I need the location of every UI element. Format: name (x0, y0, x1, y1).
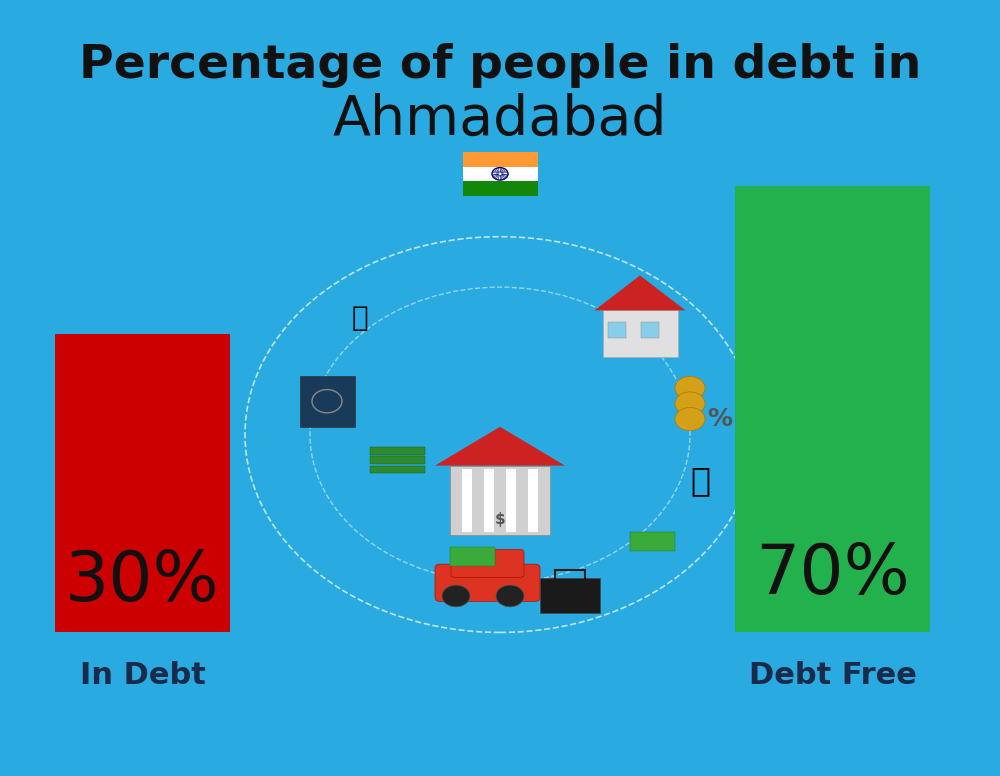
Text: 🦅: 🦅 (352, 304, 368, 332)
Text: Percentage of people in debt in: Percentage of people in debt in (79, 43, 921, 88)
FancyBboxPatch shape (528, 469, 538, 532)
FancyBboxPatch shape (450, 547, 495, 566)
Circle shape (675, 407, 705, 431)
FancyBboxPatch shape (735, 186, 930, 632)
Polygon shape (594, 275, 686, 310)
Text: $: $ (495, 512, 505, 528)
FancyBboxPatch shape (602, 310, 678, 357)
FancyBboxPatch shape (300, 376, 355, 427)
Text: Debt Free: Debt Free (749, 660, 916, 690)
FancyBboxPatch shape (450, 466, 550, 535)
Polygon shape (435, 427, 565, 466)
Text: In Debt: In Debt (80, 660, 205, 690)
FancyBboxPatch shape (370, 466, 425, 473)
Text: Ahmadabad: Ahmadabad (333, 93, 667, 147)
FancyBboxPatch shape (506, 469, 516, 532)
Circle shape (442, 585, 470, 607)
FancyBboxPatch shape (462, 181, 538, 196)
Text: 30%: 30% (65, 549, 220, 615)
FancyBboxPatch shape (540, 578, 600, 613)
FancyBboxPatch shape (641, 322, 659, 338)
FancyBboxPatch shape (451, 549, 524, 577)
Text: 🎓: 🎓 (690, 465, 710, 497)
FancyBboxPatch shape (608, 322, 626, 338)
FancyBboxPatch shape (462, 167, 538, 181)
FancyBboxPatch shape (630, 532, 675, 551)
FancyBboxPatch shape (370, 447, 425, 455)
FancyBboxPatch shape (462, 152, 538, 167)
Circle shape (496, 585, 524, 607)
FancyBboxPatch shape (435, 564, 540, 601)
FancyBboxPatch shape (370, 456, 425, 464)
FancyBboxPatch shape (484, 469, 494, 532)
FancyBboxPatch shape (55, 334, 230, 632)
Text: %: % (708, 407, 732, 431)
Circle shape (675, 376, 705, 400)
FancyBboxPatch shape (462, 469, 472, 532)
Circle shape (675, 392, 705, 415)
Text: 70%: 70% (755, 541, 910, 608)
